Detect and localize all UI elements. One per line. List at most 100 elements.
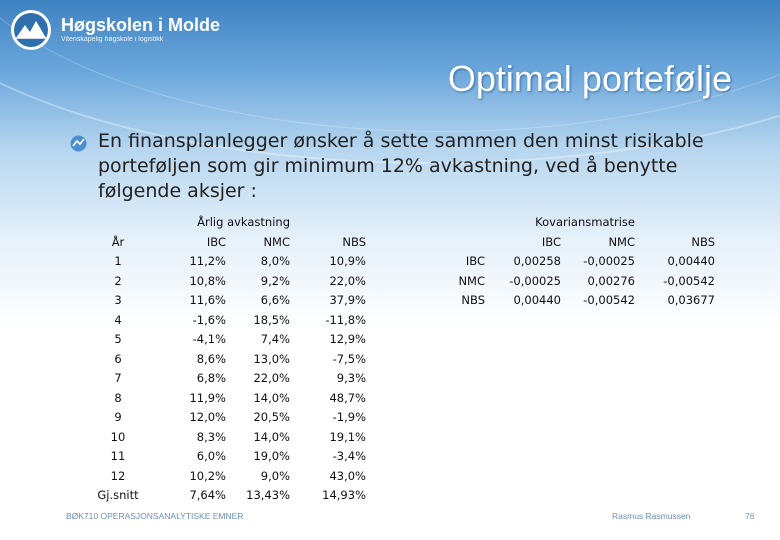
slide-title: Optimal portefølje xyxy=(447,58,732,99)
table-cell: 0,00276 xyxy=(587,273,635,288)
table-cell: 10,8% xyxy=(189,273,226,288)
bullet-point: En finansplanlegger ønsker å sette samme… xyxy=(70,129,710,204)
table-super-header-row: Kovariansmatrise xyxy=(415,213,715,233)
table-cell: 9,0% xyxy=(260,468,290,483)
row-label-cell: 8 xyxy=(114,390,122,405)
covariance-table: Kovariansmatrise IBC NMC NBS IBC 0,00258 -… xyxy=(415,213,715,311)
row-label-cell: Gj.snitt xyxy=(97,488,139,502)
row-label-cell: 9 xyxy=(114,410,122,424)
bullet-icon xyxy=(70,135,87,152)
table-row: 3 11,6% 6,6% 37,9% xyxy=(88,291,366,311)
table-cell: 10,2% xyxy=(189,468,226,483)
table-cell: 8,0% xyxy=(260,254,290,268)
table-cell: 6,8% xyxy=(196,371,226,385)
table-cell: 0,00440 xyxy=(513,293,561,307)
row-label-cell: 7 xyxy=(114,371,122,385)
table-cell: 9,2% xyxy=(260,273,290,288)
table-row: 9 12,0% 20,5% -1,9% xyxy=(88,408,366,428)
table-cell: -0,00542 xyxy=(663,273,715,288)
returns-super-header: Årlig avkastning xyxy=(197,215,290,229)
returns-table: Årlig avkastning År IBC NMC NBS 1 11,2% 8,… xyxy=(88,213,366,506)
logo: Høgskolen i Molde Vitenskapelig høgskole… xyxy=(9,8,220,52)
column-header xyxy=(415,233,485,253)
table-cell: 13,43% xyxy=(246,488,290,502)
table-cell: -7,5% xyxy=(332,351,366,366)
column-header: NBS xyxy=(342,234,366,249)
table-cell: -0,00542 xyxy=(583,293,635,307)
table-header-row: År IBC NMC NBS xyxy=(88,233,366,253)
table-cell: 13,0% xyxy=(253,351,290,366)
table-header-row: IBC NMC NBS xyxy=(415,233,715,253)
table-cell: -0,00025 xyxy=(583,254,635,268)
footer-course: BØK710 OPERASJONSANALYTISKE EMNER xyxy=(66,511,244,521)
row-label-cell: 6 xyxy=(114,351,122,366)
logo-name: Høgskolen i Molde xyxy=(61,15,221,35)
table-cell: 22,0% xyxy=(329,273,366,288)
table-cell: 37,9% xyxy=(329,293,366,307)
table-cell: 10,9% xyxy=(329,254,366,268)
row-label-cell: 2 xyxy=(114,273,122,288)
table-cell: 43,0% xyxy=(329,468,366,483)
table-super-header-row: Årlig avkastning xyxy=(88,213,366,233)
table-cell: 20,5% xyxy=(253,410,290,424)
row-label-cell: 11 xyxy=(110,449,126,463)
table-row: 5 -4,1% 7,4% 12,9% xyxy=(88,330,366,350)
table-row: 11 6,0% 19,0% -3,4% xyxy=(88,447,366,467)
table-cell: 7,64% xyxy=(189,488,226,502)
table-cell: 22,0% xyxy=(253,371,290,385)
column-header: NMC xyxy=(608,234,635,249)
row-label-cell: 1 xyxy=(114,254,122,268)
table-cell: 7,4% xyxy=(260,332,290,346)
table-row: 10 8,3% 14,0% 19,1% xyxy=(88,428,366,448)
row-label-cell: NMC xyxy=(458,273,485,288)
table-cell: 12,9% xyxy=(329,332,366,346)
table-cell: 14,93% xyxy=(322,488,366,502)
column-header: År xyxy=(111,234,125,249)
table-cell: 8,6% xyxy=(196,351,226,366)
table-cell: 11,9% xyxy=(189,390,226,405)
table-row: NBS 0,00440 -0,00542 0,03677 xyxy=(415,291,715,311)
table-row: 2 10,8% 9,2% 22,0% xyxy=(88,272,366,292)
table-row: 8 11,9% 14,0% 48,7% xyxy=(88,389,366,409)
table-cell: 48,7% xyxy=(329,390,366,405)
table-cell: 6,6% xyxy=(260,293,290,307)
table-row: 1 11,2% 8,0% 10,9% xyxy=(88,252,366,272)
table-row: IBC 0,00258 -0,00025 0,00440 xyxy=(415,252,715,272)
table-cell: 8,3% xyxy=(196,429,226,444)
column-header: NMC xyxy=(263,234,290,249)
covariance-super-header: Kovariansmatrise xyxy=(535,215,635,229)
table-cell: 19,1% xyxy=(329,429,366,444)
row-label-cell: IBC xyxy=(465,254,485,268)
table-cell: 6,0% xyxy=(196,449,226,463)
table-cell: 12,0% xyxy=(189,410,226,424)
table-cell: -11,8% xyxy=(325,312,366,327)
table-row: NMC -0,00025 0,00276 -0,00542 xyxy=(415,272,715,292)
table-row: 6 8,6% 13,0% -7,5% xyxy=(88,350,366,370)
row-label-cell: 10 xyxy=(110,429,126,444)
column-header: IBC xyxy=(206,234,226,249)
row-label-cell: 5 xyxy=(114,332,122,346)
table-cell: -4,1% xyxy=(192,332,226,346)
column-header: IBC xyxy=(541,234,561,249)
row-label-cell: NBS xyxy=(461,293,485,307)
table-cell: -1,9% xyxy=(332,410,366,424)
table-cell: -1,6% xyxy=(192,312,226,327)
table-cell: -0,00025 xyxy=(509,273,561,288)
table-cell: 11,6% xyxy=(189,293,226,307)
table-row: Gj.snitt 7,64% 13,43% 14,93% xyxy=(88,486,366,506)
table-row: 4 -1,6% 18,5% -11,8% xyxy=(88,311,366,331)
table-row: 12 10,2% 9,0% 43,0% xyxy=(88,467,366,487)
page-number: 76 xyxy=(745,511,755,521)
table-cell: 19,0% xyxy=(253,449,290,463)
table-cell: -3,4% xyxy=(332,449,366,463)
table-cell: 14,0% xyxy=(253,429,290,444)
bullet-text: En finansplanlegger ønsker å sette samme… xyxy=(98,130,704,202)
table-cell: 0,03677 xyxy=(667,293,715,307)
row-label-cell: 12 xyxy=(110,468,126,483)
column-header: NBS xyxy=(691,234,715,249)
table-cell: 11,2% xyxy=(189,254,226,268)
row-label-cell: 4 xyxy=(114,312,122,327)
row-label-cell: 3 xyxy=(114,293,122,307)
table-cell: 0,00258 xyxy=(513,254,561,268)
